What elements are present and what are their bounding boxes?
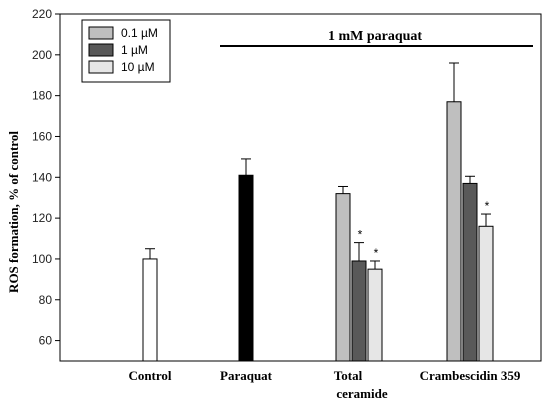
y-tick-label: 180 <box>32 89 52 103</box>
y-tick-label: 160 <box>32 129 52 143</box>
bar <box>238 174 254 362</box>
significance-star: * <box>485 199 490 213</box>
paraquat-annotation: 1 mM paraquat <box>220 29 533 47</box>
paraquat-annotation-label: 1 mM paraquat <box>328 29 422 44</box>
legend-swatch <box>88 26 114 40</box>
y-tick-label: 100 <box>32 252 52 266</box>
y-tick-label: 200 <box>32 48 52 62</box>
category-label: Control <box>128 368 171 383</box>
bar <box>462 182 478 362</box>
category-label: Total ceramide <box>334 368 388 401</box>
significance-star: * <box>358 228 363 242</box>
legend-label: 1 µM <box>121 43 148 57</box>
significance-star: * <box>374 246 379 260</box>
y-axis-label: ROS formation, % of control <box>6 131 21 293</box>
y-tick-label: 60 <box>39 334 53 348</box>
category-label: Paraquat <box>220 368 273 383</box>
y-tick-label: 220 <box>32 7 52 21</box>
category-labels: Control Paraquat Total ceramide Crambescidin… <box>128 368 520 401</box>
bar <box>446 101 462 362</box>
bar <box>478 225 494 362</box>
legend-swatch <box>88 60 114 74</box>
legend-swatch <box>88 43 114 57</box>
legend-label: 10 µM <box>121 60 155 74</box>
bar <box>351 260 367 362</box>
legend-label: 0.1 µM <box>121 26 158 40</box>
y-tick-label: 120 <box>32 211 52 225</box>
bar <box>367 268 383 362</box>
bars <box>142 101 494 362</box>
axes <box>59 13 542 362</box>
plot-frame <box>59 13 542 362</box>
legend: 0.1 µM 1 µM 10 µM <box>81 19 171 83</box>
bar <box>335 193 351 362</box>
significance-stars: * * * <box>358 199 490 260</box>
bar <box>142 258 158 362</box>
y-tick-label: 140 <box>32 170 52 184</box>
category-label: Crambescidin 359 <box>420 368 521 383</box>
error-bars <box>145 62 491 270</box>
y-tick-label: 80 <box>39 293 53 307</box>
y-axis-ticks: 60 80 100 120 140 160 180 200 220 <box>32 7 60 348</box>
